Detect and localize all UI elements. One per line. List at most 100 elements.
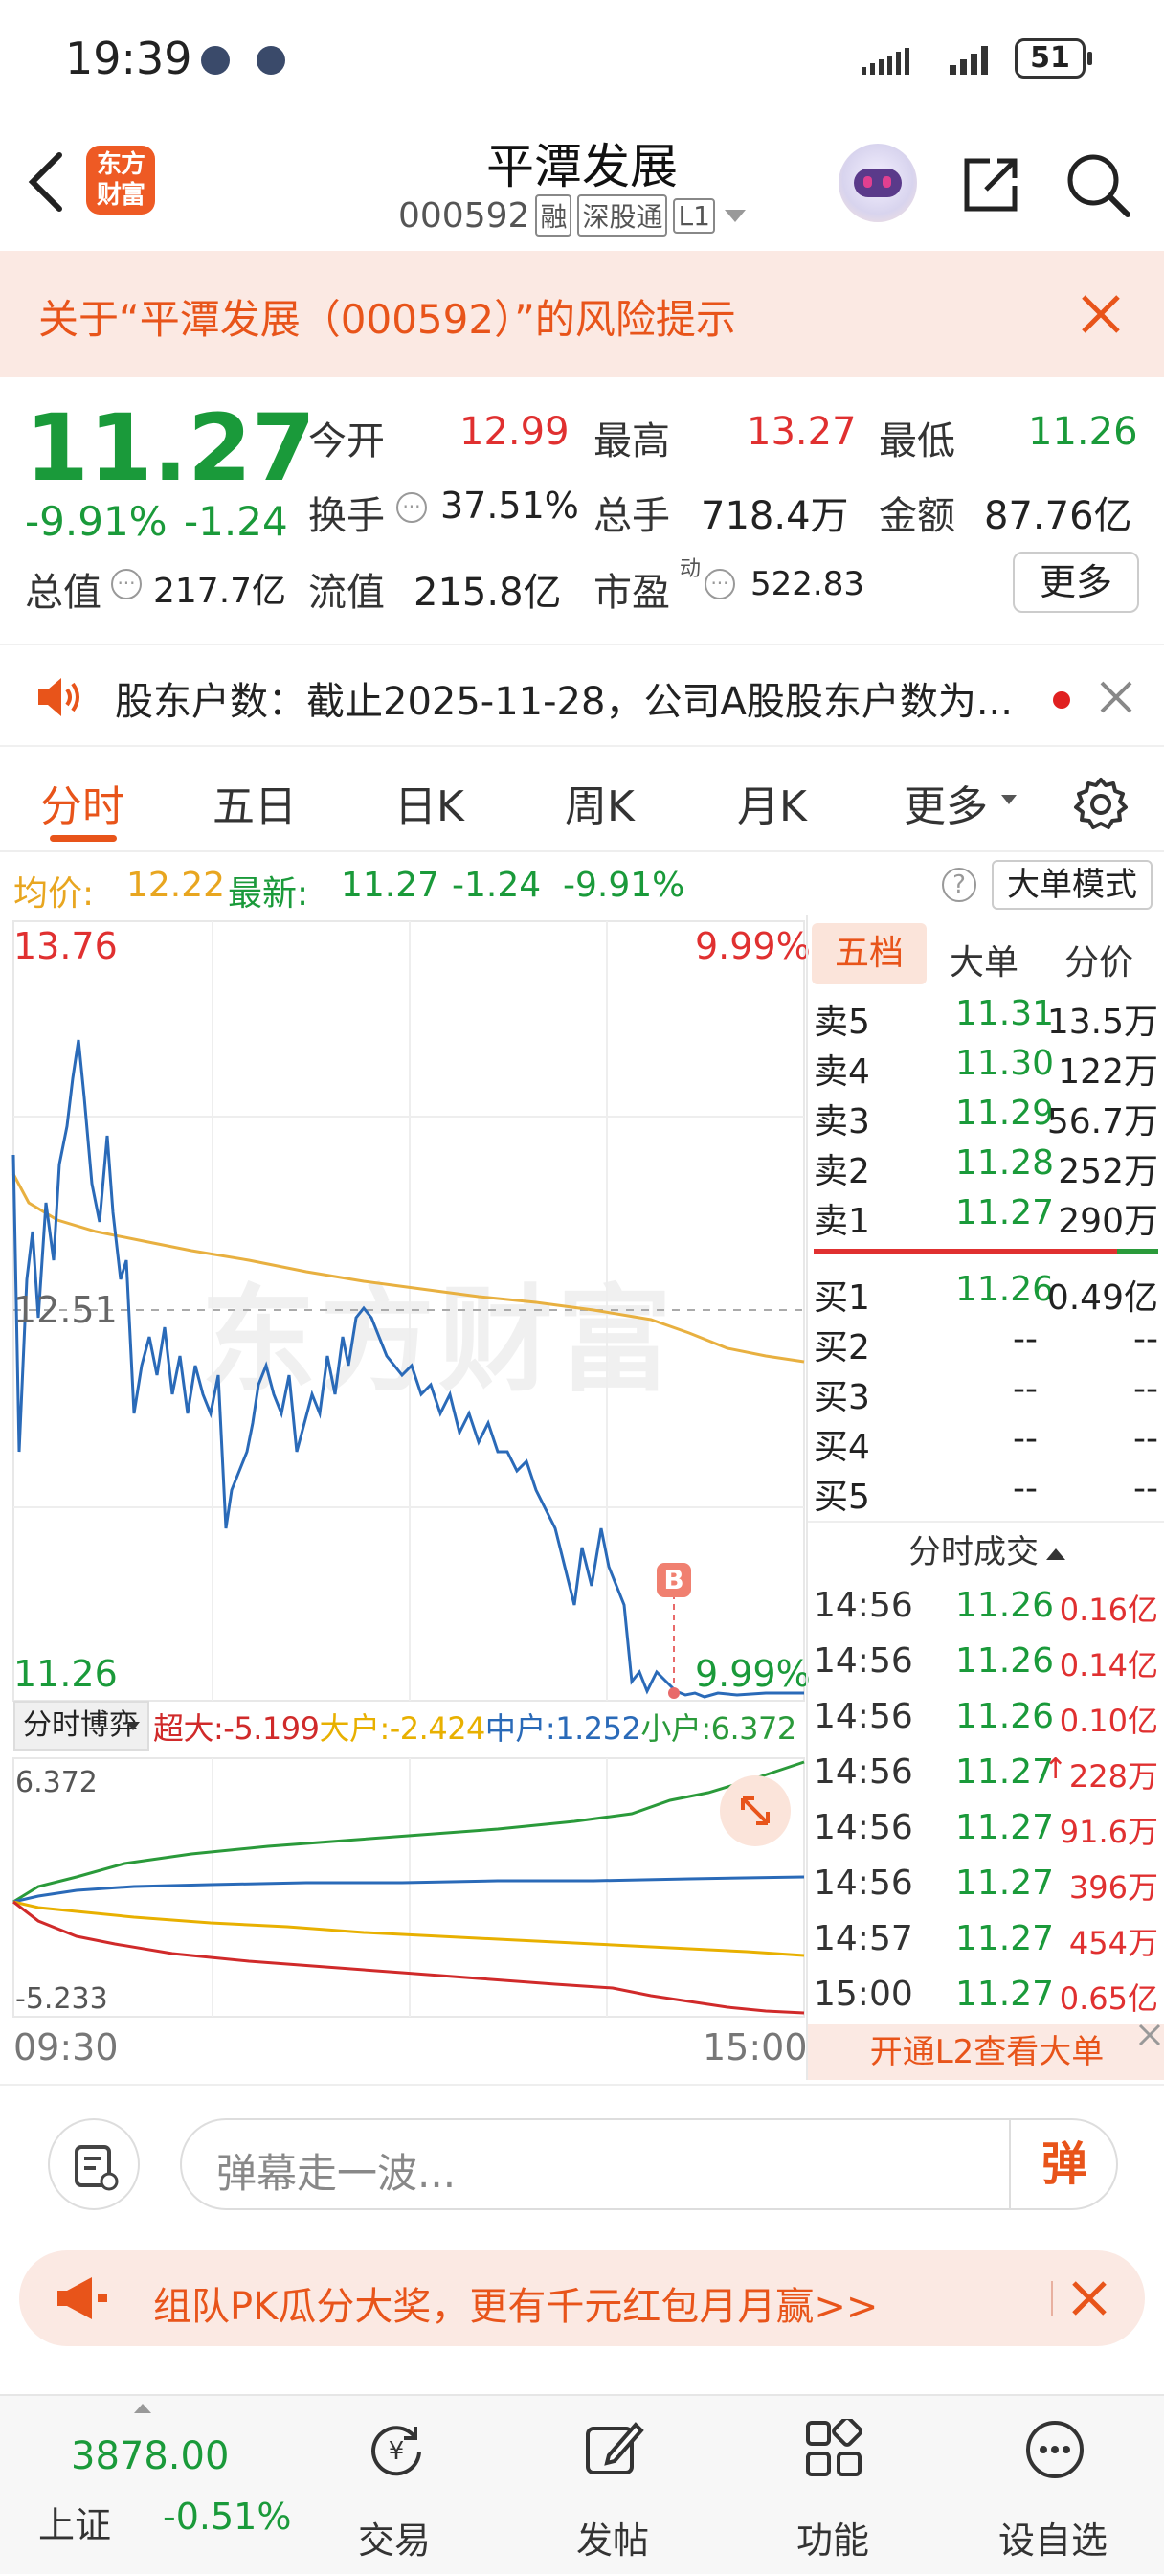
trade-time: 14:56	[814, 1697, 913, 1736]
l2-upgrade-link[interactable]: 开通L2查看大单	[808, 2024, 1164, 2080]
tab-five-day[interactable]: 五日	[213, 782, 297, 831]
nav-post[interactable]: 发帖	[517, 2396, 708, 2576]
megaphone-icon	[57, 2277, 107, 2319]
ask-row-5: 卖5 11.31 13.5万	[808, 994, 1164, 1044]
gear-icon[interactable]	[1072, 776, 1130, 833]
stock-code-row[interactable]: 000592 融 深股通 L1	[398, 193, 746, 237]
expand-icon[interactable]	[720, 1775, 791, 1846]
trade-volume: 0.16亿	[1059, 1592, 1158, 1628]
info-icon[interactable]: ···	[705, 569, 735, 599]
index-ticker[interactable]: 3878.00 上证 -0.51%	[0, 2396, 316, 2576]
promo-banner[interactable]: 组队PK瓜分大奖，更有千元红包月月赢>>	[19, 2250, 1145, 2346]
trade-price: 11.27	[955, 1864, 1055, 1903]
buy-point-marker[interactable]: B	[657, 1563, 691, 1597]
trades-header[interactable]: 分时成交	[808, 1521, 1164, 1580]
tab-big-orders[interactable]: 大单	[950, 943, 1019, 983]
notice-bar[interactable]: 股东户数：截止2025-11-28，公司A股股东户数为...	[0, 644, 1164, 747]
ask-label: 卖5	[814, 1003, 870, 1042]
flow-small-value: 6.372	[710, 1710, 797, 1747]
trade-price: 11.27	[955, 1919, 1055, 1958]
ask-price: 11.27	[955, 1193, 1055, 1232]
high-value: 13.27	[747, 410, 857, 454]
post-icon	[586, 2422, 644, 2474]
status-time: 19:39	[65, 33, 192, 84]
nav-functions[interactable]: 功能	[737, 2396, 929, 2576]
tab-active-indicator	[50, 835, 117, 842]
big-order-mode-button[interactable]: 大单模式	[992, 860, 1153, 910]
close-icon[interactable]	[1070, 2279, 1108, 2317]
flow-selector[interactable]: 分时博弈	[13, 1701, 149, 1751]
danmu-placeholder: 弹幕走一波...	[216, 2150, 457, 2197]
stock-code: 000592	[398, 195, 530, 236]
search-icon[interactable]	[1064, 151, 1133, 220]
robot-avatar-icon[interactable]	[839, 144, 917, 222]
close-icon[interactable]	[1080, 293, 1122, 335]
tag-margin: 融	[535, 194, 572, 237]
info-icon[interactable]: ···	[111, 569, 142, 599]
amount-value: 87.76亿	[984, 494, 1132, 538]
axis-price-min: 11.26	[13, 1653, 118, 1695]
tab-intraday[interactable]: 分时	[40, 782, 124, 831]
bid-label: 买5	[814, 1478, 870, 1517]
tab-more[interactable]: 更多	[904, 782, 988, 831]
mcap-value: 217.7亿	[153, 572, 287, 611]
quote-panel: 11.27 -9.91% -1.24 今开 12.99 最高 13.27 最低 …	[0, 377, 1164, 636]
unread-dot	[1053, 691, 1070, 709]
trade-price: 11.27	[955, 1808, 1055, 1847]
info-icon[interactable]: ···	[396, 492, 427, 523]
flow-mid-value: 1.252	[555, 1710, 641, 1747]
intraday-chart[interactable]: 东方财富 13.76 9.99% 12.51 11.26 9.99% B 分时博…	[0, 915, 811, 2080]
open-label: 今开	[308, 419, 385, 463]
bid-row-3: 买3 -- --	[808, 1369, 1164, 1419]
bid-row-4: 买4 -- --	[808, 1419, 1164, 1469]
avg-label: 均价:	[13, 874, 95, 914]
tab-daily-k[interactable]: 日K	[394, 782, 464, 831]
tag-connect: 深股通	[577, 194, 668, 237]
help-icon[interactable]: ?	[942, 868, 976, 902]
tab-price-dist[interactable]: 分价	[1064, 943, 1134, 983]
page-title: 平潭发展	[486, 139, 678, 194]
flow-super-value: -5.199	[223, 1710, 320, 1747]
pe-label: 市盈	[593, 571, 670, 615]
close-icon[interactable]	[1137, 2022, 1162, 2047]
nav-functions-label: 功能	[795, 2520, 869, 2562]
up-arrow-icon: ↑	[1043, 1752, 1068, 1786]
danmu-settings-icon[interactable]	[48, 2118, 140, 2210]
flow-axis-max: 6.372	[15, 1766, 98, 1799]
nav-add-watchlist[interactable]: 设自选	[957, 2396, 1149, 2576]
trade-volume: 396万	[1068, 1869, 1158, 1906]
tab-level5[interactable]: 五档	[812, 923, 927, 984]
avg-price-line	[11, 1173, 805, 1364]
bid-volume: --	[1133, 1320, 1158, 1359]
signal-icon	[862, 46, 988, 75]
nav-trade[interactable]: ¥ 交易	[299, 2396, 490, 2576]
bid-price: --	[1013, 1419, 1038, 1458]
speaker-icon	[38, 678, 79, 716]
nav-post-label: 发帖	[575, 2520, 649, 2562]
tab-weekly-k[interactable]: 周K	[565, 782, 635, 831]
risk-banner[interactable]: 关于“平潭发展（000592）”的风险提示	[0, 251, 1164, 377]
back-icon[interactable]	[25, 151, 67, 213]
bid-price: --	[1013, 1369, 1038, 1409]
ask-label: 卖4	[814, 1052, 870, 1092]
trade-volume: 454万	[1068, 1925, 1158, 1961]
ask-row-2: 卖2 11.28 252万	[808, 1143, 1164, 1193]
danmu-input[interactable]: 弹幕走一波... 弹	[180, 2118, 1118, 2210]
bid-label: 买1	[814, 1278, 870, 1318]
change-value: -1.24	[184, 498, 288, 545]
close-icon[interactable]	[1099, 680, 1133, 714]
caret-up-icon	[134, 2404, 151, 2413]
danmu-toggle-button[interactable]: 弹	[1009, 2120, 1118, 2208]
tab-monthly-k[interactable]: 月K	[737, 782, 807, 831]
notice-text: 股东户数：截止2025-11-28，公司A股股东户数为...	[115, 680, 1013, 724]
bid-label: 买4	[814, 1428, 870, 1467]
dropdown-icon	[1001, 795, 1017, 804]
ask-volume: 56.7万	[1046, 1102, 1158, 1141]
index-change: -0.51%	[163, 2496, 292, 2538]
ask-price: 11.29	[955, 1094, 1055, 1133]
more-button[interactable]: 更多	[1013, 552, 1139, 613]
app-logo[interactable]: 东方财富	[86, 146, 155, 215]
bottom-nav: 3878.00 上证 -0.51% ¥ 交易 发帖 功能 设自选	[0, 2394, 1164, 2574]
share-icon[interactable]	[957, 151, 1024, 218]
trade-icon: ¥	[371, 2426, 421, 2476]
